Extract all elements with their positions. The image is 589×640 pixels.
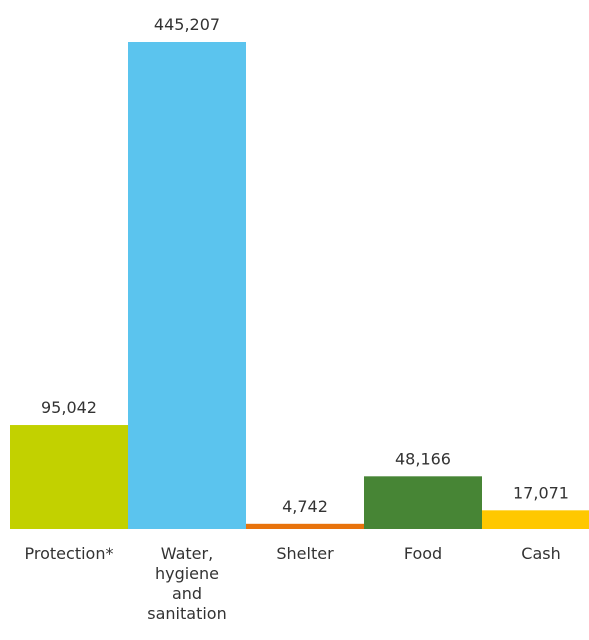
bar-value-label-3: 48,166 [395,449,451,468]
category-label-3-line-0: Food [404,544,442,563]
category-label-1-line-2: and [172,584,202,603]
category-label-2-line-0: Shelter [276,544,334,563]
category-label-1-line-3: sanitation [147,604,226,623]
bar-1 [128,42,246,529]
category-label-1-line-1: hygiene [155,564,219,583]
category-label-4-line-0: Cash [521,544,560,563]
bar-value-label-4: 17,071 [513,483,569,502]
bar-3 [364,476,482,529]
bar-value-label-2: 4,742 [282,497,328,516]
bar-2 [246,523,364,529]
category-label-1-line-0: Water, [161,544,213,563]
bar-value-label-1: 445,207 [154,15,220,34]
bar-4 [482,510,589,529]
bar-value-label-0: 95,042 [41,398,97,417]
bar-0 [10,425,128,529]
category-label-0-line-0: Protection* [25,544,114,563]
